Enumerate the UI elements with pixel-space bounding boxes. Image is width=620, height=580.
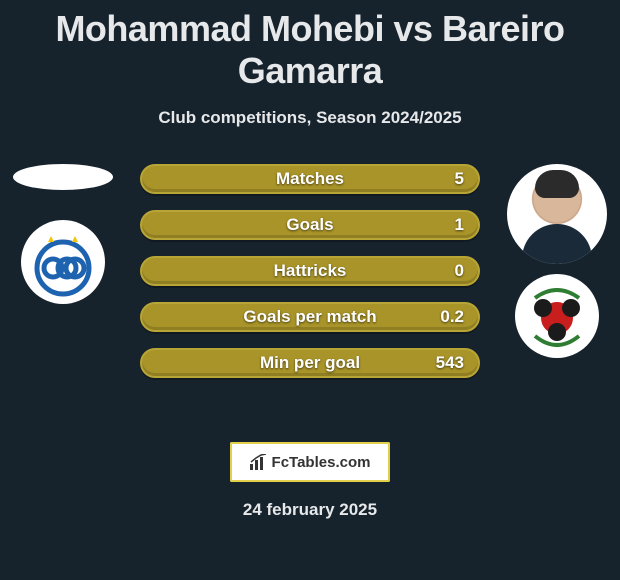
player-left-column	[8, 164, 118, 304]
stat-label: Goals	[142, 215, 478, 235]
stat-value-right: 0	[455, 261, 464, 281]
stat-bar-min-per-goal: Min per goal 543	[140, 348, 480, 378]
stat-bars: Matches 5 Goals 1 Hattricks 0 Goals per …	[140, 164, 480, 394]
stat-bar-hattricks: Hattricks 0	[140, 256, 480, 286]
date-label: 24 february 2025	[0, 500, 620, 520]
stat-bar-goals-per-match: Goals per match 0.2	[140, 302, 480, 332]
stat-value-right: 0.2	[440, 307, 464, 327]
player-right-column	[502, 164, 612, 358]
stat-bar-goals: Goals 1	[140, 210, 480, 240]
player-left-avatar	[13, 164, 113, 190]
stat-value-right: 1	[455, 215, 464, 235]
player-right-club-logo	[515, 274, 599, 358]
player-left-club-logo	[21, 220, 105, 304]
site-badge[interactable]: FcTables.com	[230, 442, 390, 482]
stat-label: Goals per match	[142, 307, 478, 327]
stat-label: Matches	[142, 169, 478, 189]
stat-value-right: 543	[436, 353, 464, 373]
site-label: FcTables.com	[272, 454, 371, 471]
stat-label: Min per goal	[142, 353, 478, 373]
player-right-avatar	[507, 164, 607, 264]
comparison-panel: Matches 5 Goals 1 Hattricks 0 Goals per …	[0, 164, 620, 424]
stat-bar-matches: Matches 5	[140, 164, 480, 194]
page-title: Mohammad Mohebi vs Bareiro Gamarra	[0, 0, 620, 92]
stat-label: Hattricks	[142, 261, 478, 281]
stat-value-right: 5	[455, 169, 464, 189]
subtitle: Club competitions, Season 2024/2025	[0, 108, 620, 128]
chart-icon	[250, 454, 268, 470]
